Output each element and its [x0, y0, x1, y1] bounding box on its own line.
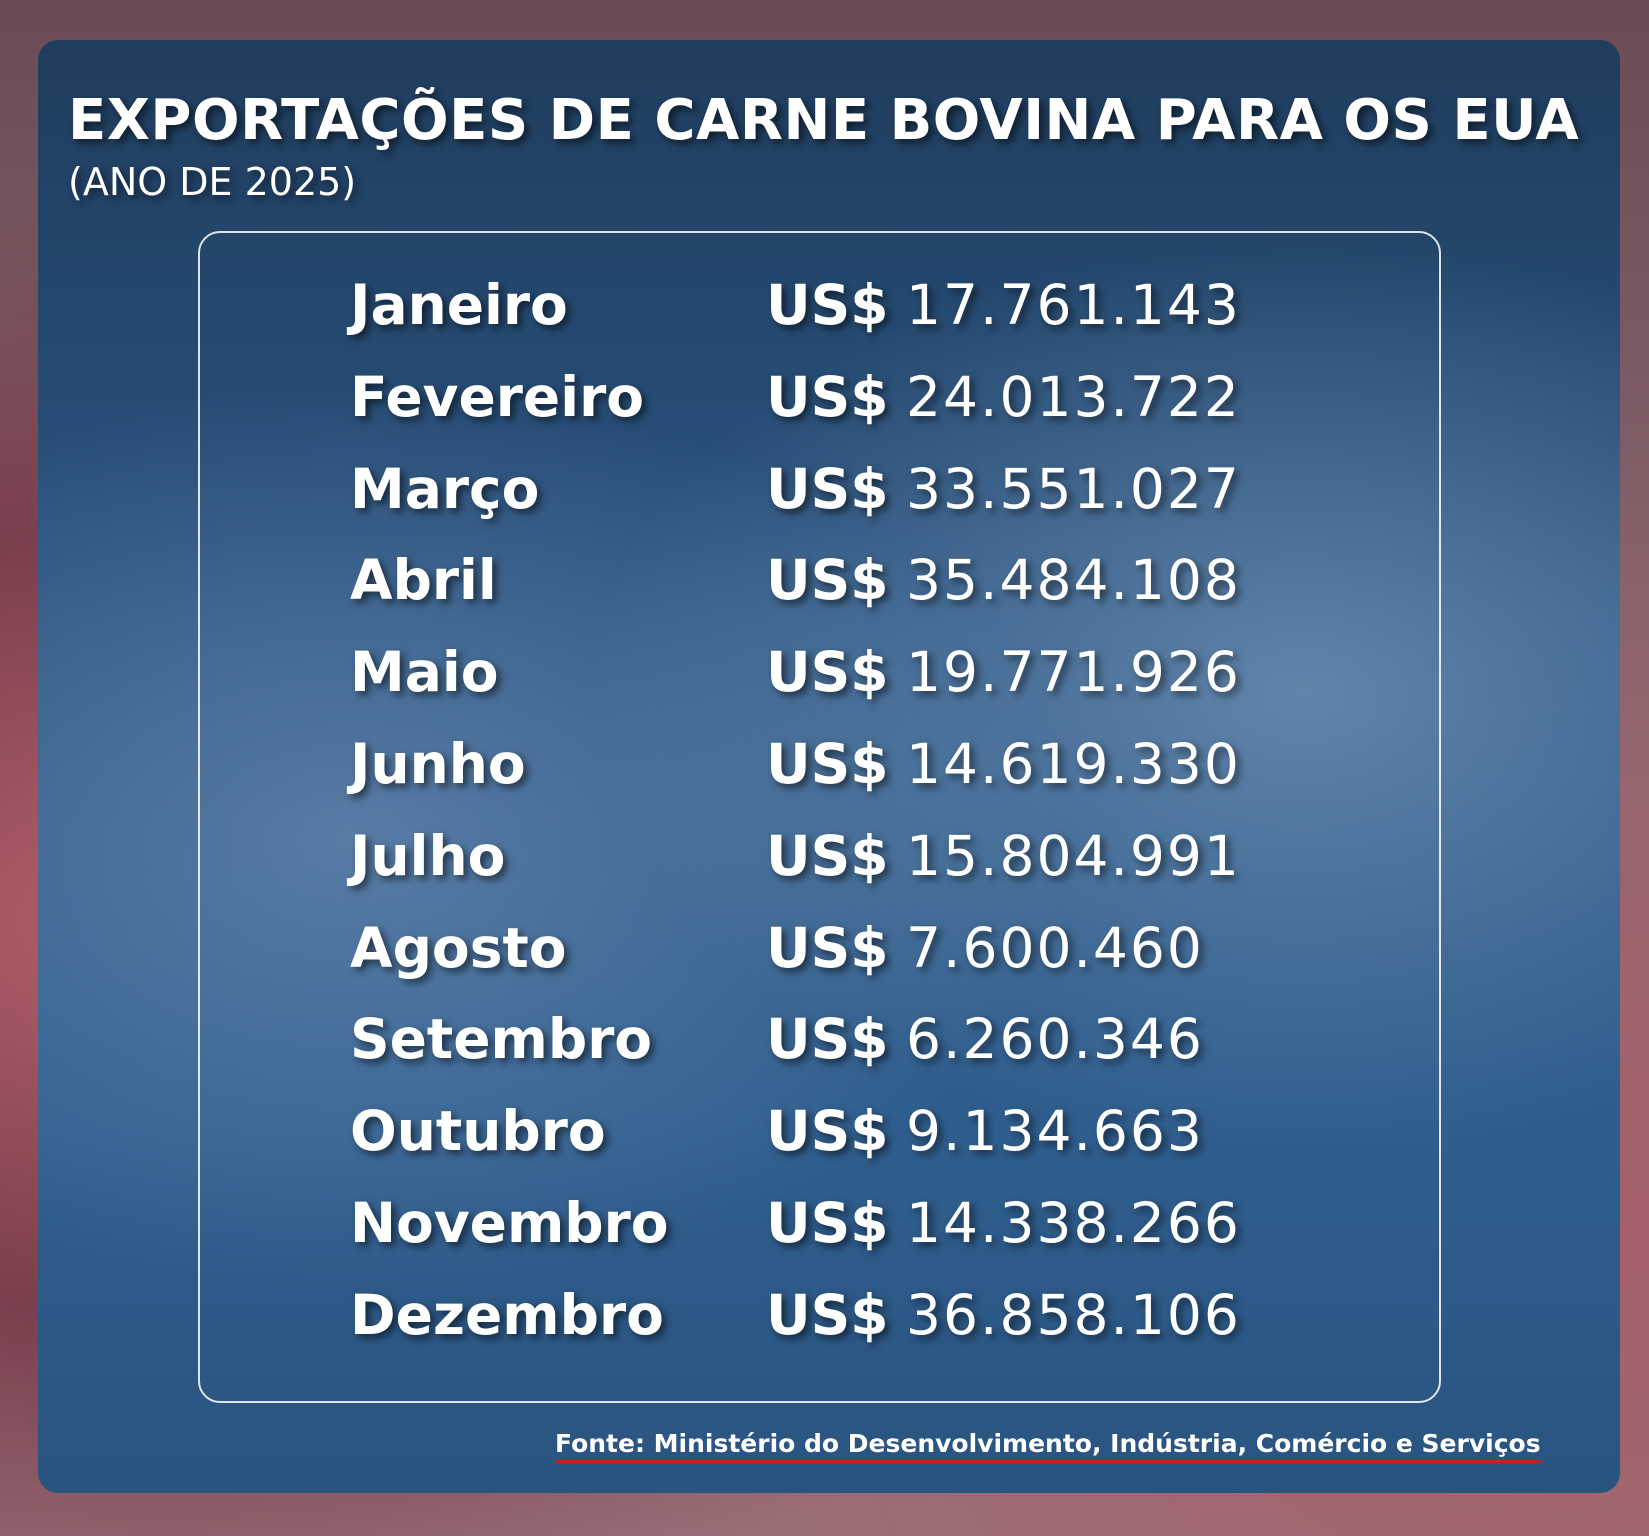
- month: Fevereiro: [350, 364, 644, 429]
- amount: 19.771.926: [906, 640, 1241, 705]
- amount: 15.804.991: [906, 823, 1241, 888]
- title: EXPORTAÇÕES DE CARNE BOVINA PARA OS EUA: [68, 88, 1580, 153]
- amount: 17.761.143: [906, 273, 1241, 337]
- month: Novembro: [350, 1191, 669, 1255]
- month: Dezembro: [350, 1282, 664, 1347]
- currency: US$: [766, 1282, 889, 1347]
- month: Setembro: [350, 1007, 653, 1072]
- currency: US$: [766, 732, 889, 796]
- month: Julho: [350, 823, 506, 888]
- month: Maio: [350, 640, 499, 705]
- currency: US$: [766, 823, 889, 888]
- currency: US$: [766, 364, 889, 429]
- currency: US$: [766, 548, 889, 613]
- panel: [38, 40, 1620, 1493]
- currency: US$: [766, 273, 889, 337]
- amount: 6.260.346: [906, 1007, 1204, 1072]
- amount: 9.134.663: [906, 1099, 1204, 1164]
- month: Abril: [350, 548, 497, 613]
- amount: 7.600.460: [906, 915, 1204, 980]
- month: Janeiro: [350, 273, 568, 337]
- currency: US$: [766, 640, 889, 705]
- amount: 35.484.108: [906, 548, 1241, 613]
- month: Agosto: [350, 915, 567, 980]
- table-frame: [198, 231, 1441, 1403]
- source: Fonte: Ministério do Desenvolvimento, In…: [555, 1429, 1541, 1463]
- currency: US$: [766, 456, 889, 521]
- currency: US$: [766, 1099, 889, 1164]
- currency: US$: [766, 1007, 889, 1072]
- amount: 24.013.722: [906, 364, 1241, 429]
- month: Junho: [350, 732, 526, 796]
- currency: US$: [766, 1191, 889, 1255]
- subtitle: (ANO DE 2025): [68, 160, 357, 204]
- currency: US$: [766, 915, 889, 980]
- amount: 36.858.106: [906, 1282, 1241, 1347]
- amount: 33.551.027: [906, 456, 1241, 521]
- amount: 14.338.266: [906, 1191, 1241, 1255]
- amount: 14.619.330: [906, 732, 1241, 796]
- month: Outubro: [350, 1099, 606, 1164]
- month: Março: [350, 456, 540, 521]
